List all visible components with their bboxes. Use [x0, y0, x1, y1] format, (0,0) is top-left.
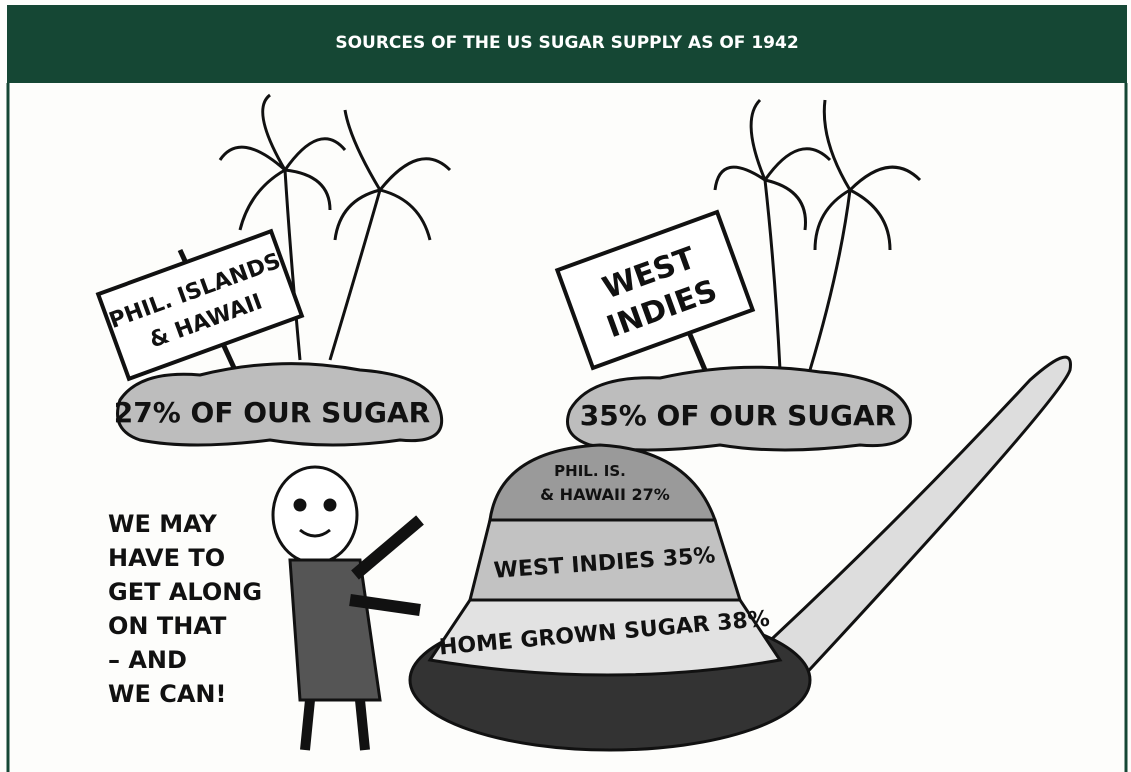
header-title: SOURCES OF THE US SUGAR SUPPLY AS OF 194… — [335, 33, 798, 53]
page: SOURCES OF THE US SUGAR SUPPLY AS OF 194… — [0, 0, 1131, 772]
caption-line: ON THAT — [108, 612, 227, 640]
figure: SOURCES OF THE US SUGAR SUPPLY AS OF 194… — [0, 0, 1131, 772]
caption-line: WE MAY — [108, 510, 217, 538]
caption-line: WE CAN! — [108, 680, 226, 708]
layer-text: PHIL. IS. — [554, 462, 626, 480]
caption-line: – AND — [108, 646, 187, 674]
island-label: 35% OF OUR SUGAR — [580, 399, 896, 432]
caption-line: GET ALONG — [108, 578, 262, 606]
caption-line: HAVE TO — [108, 544, 225, 572]
island-label: 27% OF OUR SUGAR — [114, 396, 430, 429]
layer-text: & HAWAII 27% — [540, 485, 670, 504]
